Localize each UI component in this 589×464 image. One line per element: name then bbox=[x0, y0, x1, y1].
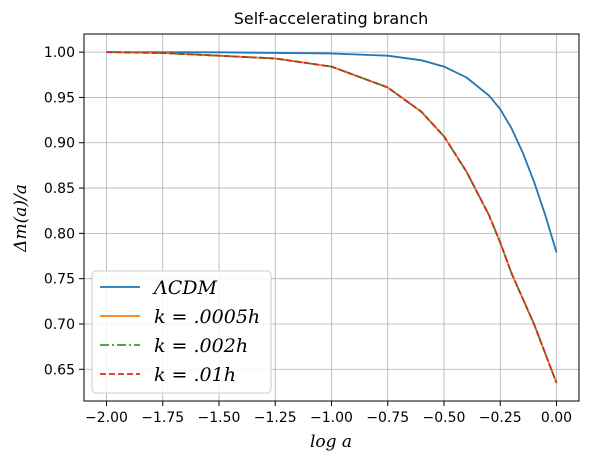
y-tick-label: 0.65 bbox=[44, 362, 75, 378]
series-line-0 bbox=[106, 51, 558, 253]
y-axis-label: Δm(a)/a bbox=[11, 184, 31, 253]
x-tick-label: −1.25 bbox=[254, 410, 297, 426]
x-tick-label: −1.75 bbox=[141, 410, 184, 426]
chart-title: Self-accelerating branch bbox=[234, 9, 429, 28]
series-layer bbox=[106, 51, 558, 384]
legend-label-2: k = .002h bbox=[154, 335, 248, 357]
x-tick-label: −2.00 bbox=[85, 410, 128, 426]
y-tick-label: 0.90 bbox=[44, 136, 75, 152]
x-axis: −2.00 −1.75 −1.50 −1.25 −1.00 −0.75 −0.50 −0.25… bbox=[85, 401, 572, 426]
y-tick-label: 0.80 bbox=[44, 226, 75, 242]
legend: ΛCDM k = .0005h k = .002h k = .01h bbox=[91, 270, 272, 394]
legend-label-1: k = .0005h bbox=[154, 306, 260, 328]
x-tick-label: −1.50 bbox=[198, 410, 241, 426]
x-tick-label: −0.75 bbox=[366, 410, 409, 426]
y-tick-label: 0.70 bbox=[44, 317, 75, 333]
x-tick-label: −0.50 bbox=[423, 410, 466, 426]
x-axis-label: log a bbox=[310, 432, 352, 452]
y-tick-label: 1.00 bbox=[44, 45, 75, 61]
x-tick-label: 0.00 bbox=[541, 410, 572, 426]
y-tick-label: 0.75 bbox=[44, 272, 75, 288]
series-line-3 bbox=[106, 51, 558, 384]
legend-label-3: k = .01h bbox=[154, 364, 236, 386]
y-tick-label: 0.85 bbox=[44, 181, 75, 197]
x-tick-label: −0.25 bbox=[479, 410, 522, 426]
y-tick-label: 0.95 bbox=[44, 90, 75, 106]
legend-box bbox=[91, 270, 272, 394]
x-tick-label: −1.00 bbox=[310, 410, 353, 426]
legend-label-0: ΛCDM bbox=[152, 277, 217, 299]
y-axis: 0.65 0.70 0.75 0.80 0.85 0.90 0.95 1.00 bbox=[44, 45, 84, 378]
